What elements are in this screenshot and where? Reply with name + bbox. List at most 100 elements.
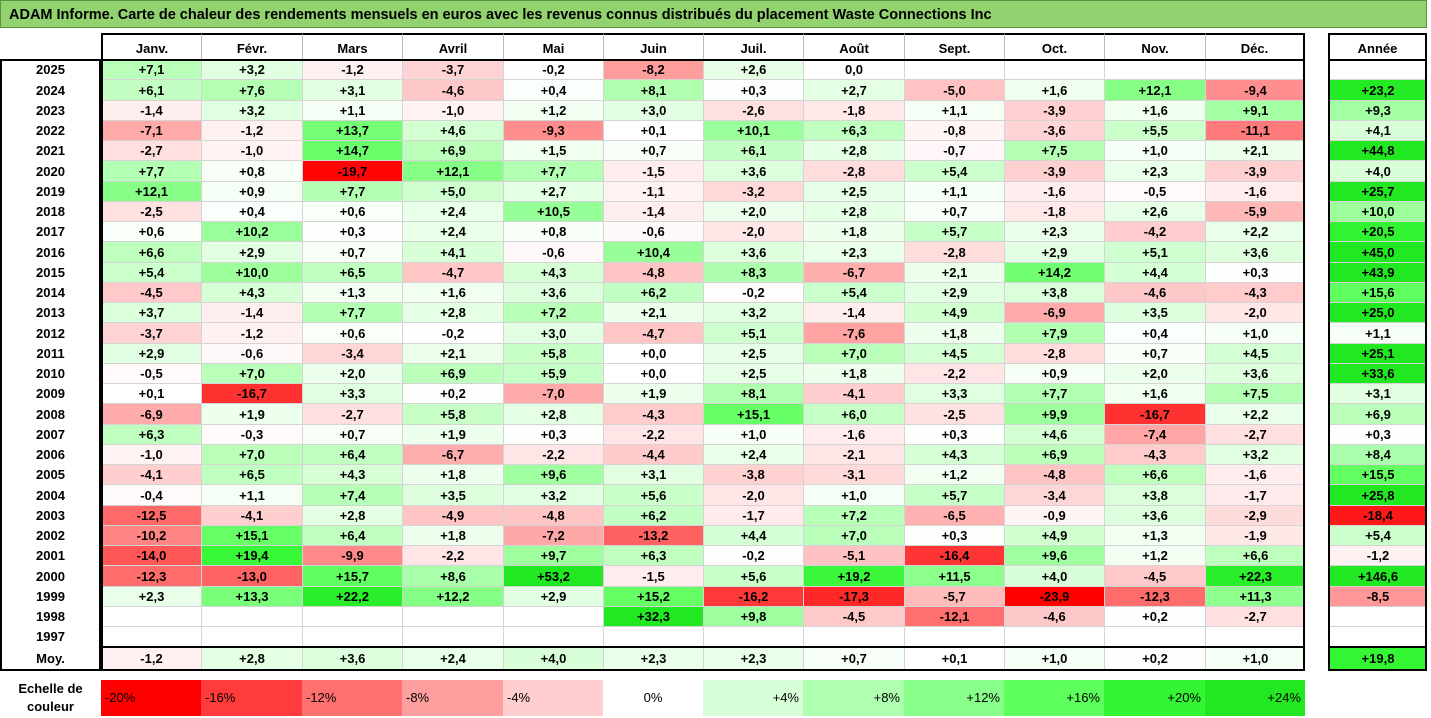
heatmap-cell: +1,0 (803, 485, 904, 506)
heatmap-cell: -9,4 (1205, 80, 1305, 101)
row-year-label: 2010 (36, 366, 65, 381)
heatmap-cell: +7,4 (302, 485, 402, 506)
heatmap-cell: -1,4 (603, 202, 703, 222)
heatmap-cell: +2,7 (503, 182, 603, 202)
heatmap-cell: +0,3 (904, 526, 1004, 546)
heatmap-cell: -6,7 (402, 445, 503, 465)
heatmap-cell: +3,6 (703, 161, 803, 182)
heatmap-cell: +15,7 (302, 566, 402, 587)
heatmap-cell: +8,6 (402, 566, 503, 587)
heatmap-cell: 0,0 (803, 60, 904, 80)
heatmap-cell: +7,7 (101, 161, 201, 182)
heatmap-cell: -0,2 (503, 60, 603, 80)
heatmap-cell: +2,6 (703, 60, 803, 80)
heatmap-cell: +2,9 (503, 587, 603, 607)
row-year-label: 2003 (36, 508, 65, 523)
heatmap-cell (402, 607, 503, 627)
heatmap-cell: +3,3 (904, 384, 1004, 404)
heatmap-cell: +53,2 (503, 566, 603, 587)
heatmap-cell: +2,5 (703, 344, 803, 364)
heatmap-cell: +1,1 (904, 101, 1004, 121)
heatmap-cell: -4,2 (1104, 222, 1205, 242)
heatmap-cell: +9,7 (503, 546, 603, 566)
heatmap-cell: +4,6 (402, 121, 503, 141)
average-cell: +2,3 (703, 646, 803, 671)
heatmap-cell: +5,7 (904, 485, 1004, 506)
heatmap-cell: -4,9 (402, 506, 503, 526)
heatmap-cell (904, 60, 1004, 80)
heatmap-cell: -3,8 (703, 465, 803, 485)
heatmap-cell: -13,0 (201, 566, 302, 587)
heatmap-cell: +3,2 (1205, 445, 1305, 465)
heatmap-cell: -4,7 (603, 323, 703, 344)
heatmap-cell: +6,3 (603, 546, 703, 566)
annual-cell: +23,2 (1328, 80, 1427, 101)
heatmap-cell: +12,2 (402, 587, 503, 607)
row-year-label: 2006 (36, 447, 65, 462)
heatmap-cell: +7,2 (503, 303, 603, 323)
heatmap-cell (603, 627, 703, 647)
heatmap-cell: +1,0 (703, 425, 803, 445)
month-header: Avril (402, 33, 503, 60)
heatmap-cell: -3,9 (1004, 101, 1104, 121)
heatmap-cell: +7,0 (201, 364, 302, 384)
heatmap-cell: +14,7 (302, 141, 402, 161)
heatmap-cell: +0,3 (703, 80, 803, 101)
heatmap-cell: -1,0 (402, 101, 503, 121)
heatmap-cell: +0,7 (302, 242, 402, 263)
heatmap-cell: +5,6 (703, 566, 803, 587)
heatmap-cell: -1,7 (703, 506, 803, 526)
heatmap-cell: +7,6 (201, 80, 302, 101)
heatmap-cell: +3,8 (1004, 283, 1104, 303)
heatmap-cell (201, 607, 302, 627)
heatmap-cell: +3,5 (402, 485, 503, 506)
heatmap-cell (201, 627, 302, 647)
heatmap-cell: +5,9 (503, 364, 603, 384)
heatmap-cell: -0,5 (101, 364, 201, 384)
heatmap-cell: -2,8 (904, 242, 1004, 263)
heatmap-cell: -7,2 (503, 526, 603, 546)
heatmap-cell: -2,7 (1205, 607, 1305, 627)
heatmap-cell: +1,0 (1104, 141, 1205, 161)
heatmap-cell: +0,9 (1004, 364, 1104, 384)
heatmap-cell: +1,1 (201, 485, 302, 506)
row-year-label: 1999 (36, 589, 65, 604)
heatmap-cell: +5,8 (402, 404, 503, 425)
annual-cell: +4,0 (1328, 161, 1427, 182)
row-year-label: 2009 (36, 386, 65, 401)
heatmap-cell: +1,6 (1104, 101, 1205, 121)
heatmap-cell: +2,0 (1104, 364, 1205, 384)
heatmap-cell: +6,6 (1205, 546, 1305, 566)
annual-cell: +1,1 (1328, 323, 1427, 344)
annual-cell: +3,1 (1328, 384, 1427, 404)
heatmap-cell: -1,6 (1004, 182, 1104, 202)
heatmap-cell: +14,2 (1004, 263, 1104, 283)
heatmap-cell: +22,3 (1205, 566, 1305, 587)
heatmap-cell: +1,6 (1104, 384, 1205, 404)
heatmap-cell (302, 627, 402, 647)
heatmap-cell: -0,6 (603, 222, 703, 242)
heatmap-cell: -16,2 (703, 587, 803, 607)
heatmap-cell: -12,3 (101, 566, 201, 587)
heatmap-cell: +8,1 (703, 384, 803, 404)
color-scale-step: +24% (1205, 680, 1305, 716)
color-scale-step: -4% (503, 680, 603, 716)
heatmap-cell: +2,5 (803, 182, 904, 202)
heatmap-cell: -2,8 (1004, 344, 1104, 364)
heatmap-cell: -1,4 (101, 101, 201, 121)
heatmap-cell: -6,9 (101, 404, 201, 425)
heatmap-cell: +1,9 (402, 425, 503, 445)
row-year-label: 2000 (36, 569, 65, 584)
row-year-label: 2001 (36, 548, 65, 563)
heatmap-cell: +0,8 (201, 161, 302, 182)
heatmap-cell: +1,1 (904, 182, 1004, 202)
heatmap-cell: -3,4 (302, 344, 402, 364)
heatmap-cell: -0,8 (904, 121, 1004, 141)
heatmap-cell: -0,6 (503, 242, 603, 263)
heatmap-cell: -0,9 (1004, 506, 1104, 526)
heatmap-cell: +3,2 (503, 485, 603, 506)
heatmap-cell: -4,4 (603, 445, 703, 465)
row-year-label: 2020 (36, 164, 65, 179)
heatmap-cell: -1,2 (302, 60, 402, 80)
annual-cell: +45,0 (1328, 242, 1427, 263)
